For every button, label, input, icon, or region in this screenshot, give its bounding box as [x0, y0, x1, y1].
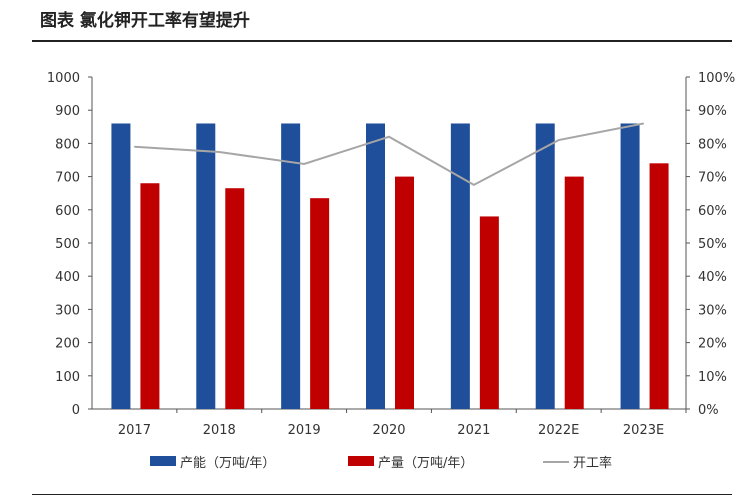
legend-label: 产能（万吨/年）: [180, 456, 275, 471]
y2-tick-label: 10%: [698, 370, 727, 385]
bar-output: [225, 188, 245, 409]
bar-capacity: [111, 123, 131, 409]
line-point: [218, 151, 220, 153]
bar-capacity: [366, 123, 385, 409]
line-point: [303, 163, 305, 165]
y-tick-label: 1000: [47, 71, 80, 86]
y2-tick-label: 60%: [698, 204, 727, 219]
bar-capacity: [281, 123, 301, 409]
y2-tick-label: 20%: [698, 337, 727, 352]
line-point: [473, 184, 475, 186]
legend-label: 开工率: [573, 455, 612, 471]
y-tick-label: 0: [72, 403, 80, 418]
bar-capacity: [535, 123, 555, 409]
y-tick-label: 700: [55, 171, 80, 186]
y-tick-label: 400: [55, 270, 80, 285]
bar-capacity: [450, 123, 470, 409]
x-tick-label: 2018: [203, 423, 236, 438]
legend-swatch: [348, 456, 374, 466]
bar-capacity: [196, 123, 216, 409]
y2-tick-label: 0%: [698, 403, 719, 418]
x-tick-label: 2023E: [623, 423, 664, 438]
bar-output: [649, 163, 669, 409]
line-point: [558, 139, 560, 141]
y-tick-label: 200: [55, 337, 80, 352]
x-tick-label: 2017: [118, 423, 151, 438]
chart-title: 图表 氯化钾开工率有望提升: [40, 11, 250, 31]
top-rule: [32, 40, 732, 42]
y2-tick-label: 100%: [698, 71, 735, 86]
bar-output: [310, 198, 330, 409]
y2-tick-label: 90%: [698, 104, 727, 119]
y2-tick-label: 50%: [698, 237, 727, 252]
y-tick-label: 600: [55, 204, 80, 219]
line-point: [133, 146, 135, 148]
y2-tick-label: 70%: [698, 171, 727, 186]
x-tick-label: 2021: [457, 423, 490, 438]
bar-output: [140, 183, 160, 409]
y2-tick-label: 40%: [698, 270, 727, 285]
line-point: [388, 136, 390, 138]
bar-capacity: [620, 123, 640, 409]
line-point: [643, 122, 645, 124]
y-tick-label: 300: [55, 303, 80, 318]
bottom-rule: [32, 494, 732, 495]
legend-swatch: [150, 456, 176, 466]
bar-output: [479, 216, 499, 409]
y-tick-label: 800: [55, 137, 80, 152]
y2-tick-label: 30%: [698, 303, 727, 318]
y-tick-label: 100: [55, 370, 80, 385]
y-tick-label: 500: [55, 237, 80, 252]
y-tick-label: 900: [55, 104, 80, 119]
bar-output: [564, 176, 584, 409]
x-tick-label: 2019: [288, 423, 321, 438]
legend-label: 产量（万吨/年）: [378, 456, 473, 471]
x-tick-label: 2022E: [538, 423, 579, 438]
bar-output: [395, 176, 414, 409]
y2-tick-label: 80%: [698, 137, 727, 152]
x-tick-label: 2020: [372, 423, 405, 438]
